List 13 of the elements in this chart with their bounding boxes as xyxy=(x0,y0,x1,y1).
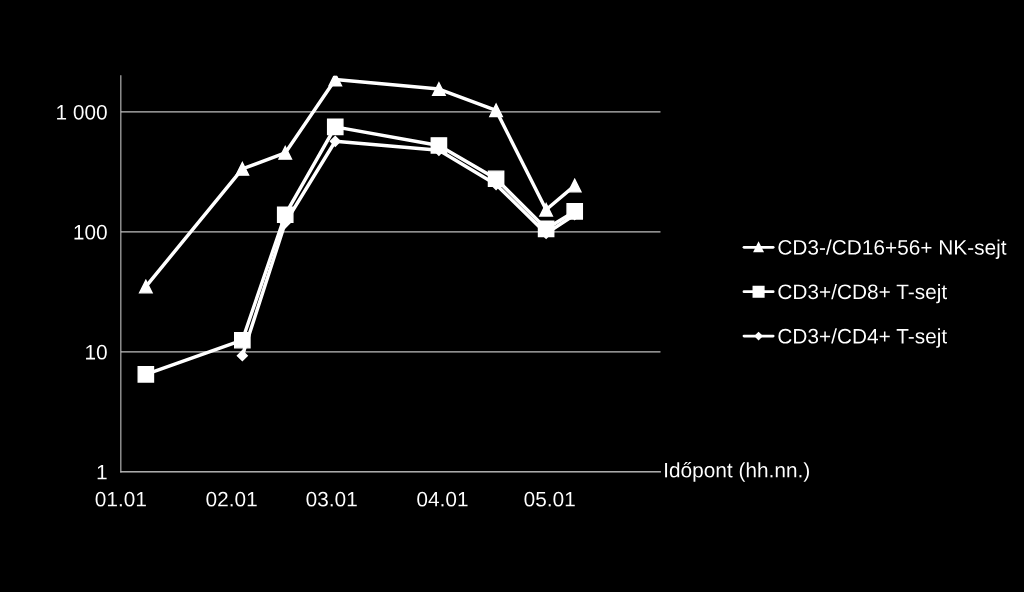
x-tick-label: 03.01 xyxy=(306,491,357,507)
legend-label: CD3+/CD4+ T-sejt xyxy=(778,328,947,348)
x-tick-label: 04.01 xyxy=(417,491,468,507)
legend-label: CD3-/CD16+56+ NK-sejt xyxy=(778,239,1007,259)
y-tick-label: 100 xyxy=(74,224,107,240)
x-axis-title: Időpont (hh.nn.) xyxy=(665,461,809,482)
x-tick-label: 02.01 xyxy=(206,491,257,507)
x-tick-label: 01.01 xyxy=(95,491,146,507)
y-tick-label: 10 xyxy=(86,344,107,360)
legend-label: CD3+/CD8+ T-sejt xyxy=(778,283,947,304)
y-tick-label: 1 xyxy=(97,465,107,480)
x-tick-label: 05.01 xyxy=(524,491,575,507)
y-tick-label: 1 000 xyxy=(57,104,107,120)
